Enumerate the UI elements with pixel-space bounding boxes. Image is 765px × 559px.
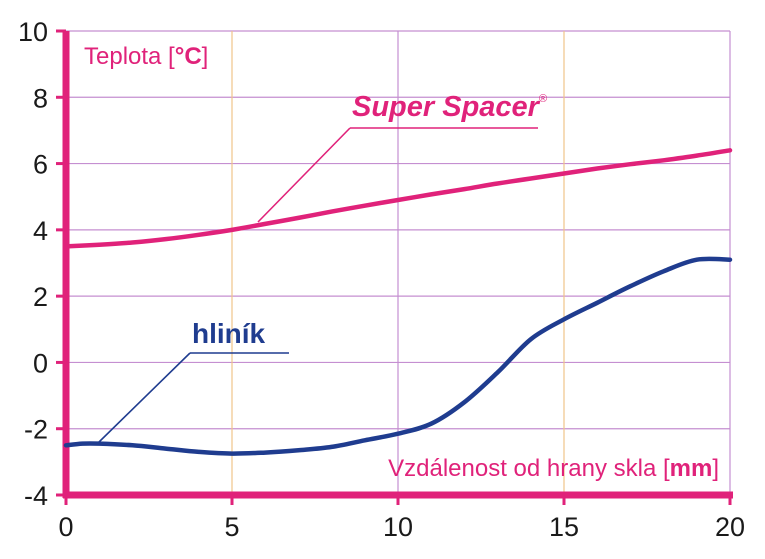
x-tick-label: 10 xyxy=(383,512,413,542)
super-spacer-leader-line xyxy=(257,127,351,223)
aluminium-leader-line xyxy=(98,352,191,443)
super-spacer-legend-label: Super Spacer® xyxy=(352,91,547,123)
x-tick-label: 0 xyxy=(58,512,73,542)
y-tick-label: -4 xyxy=(24,481,48,511)
x-tick-label: 5 xyxy=(224,512,239,542)
y-axis-label: Teplota [°C] xyxy=(84,43,208,70)
y-tick-label: 0 xyxy=(33,348,48,378)
y-tick-label: 8 xyxy=(33,83,48,113)
series-lines xyxy=(63,148,733,456)
y-tick-label: 4 xyxy=(33,216,48,246)
axes xyxy=(56,29,733,505)
aluminium-legend-label: hliník xyxy=(192,318,266,349)
super-spacer-line xyxy=(63,148,733,249)
aluminium-line xyxy=(63,256,733,456)
y-tick-label: 10 xyxy=(18,17,48,47)
grid xyxy=(66,30,731,495)
x-tick-label: 15 xyxy=(549,512,579,542)
y-tick-label: 2 xyxy=(33,282,48,312)
y-tick-labels: 10 8 6 4 2 0 -2 -4 xyxy=(18,17,48,511)
x-tick-label: 20 xyxy=(715,512,745,542)
y-tick-label: 6 xyxy=(33,150,48,180)
x-tick-labels: 0 5 10 15 20 xyxy=(58,512,745,542)
x-axis-label: Vzdálenost od hrany skla [mm] xyxy=(388,455,719,482)
y-tick-label: -2 xyxy=(24,415,48,445)
